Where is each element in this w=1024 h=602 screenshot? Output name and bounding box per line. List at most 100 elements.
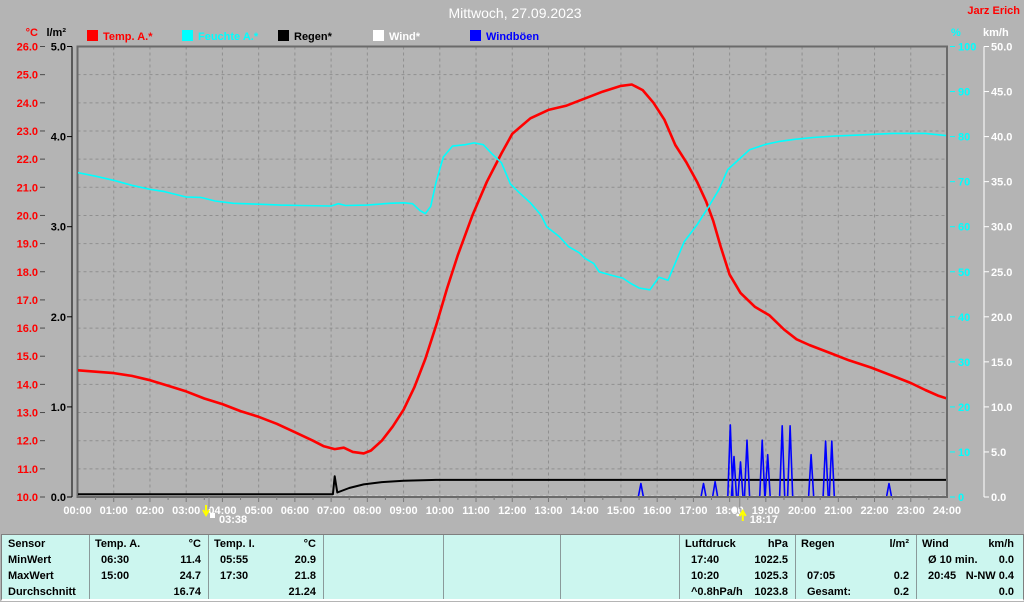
temp-tick-label: 25.0 (17, 70, 38, 82)
table-cell-value: 21.24 (288, 586, 316, 598)
table-cell-value: N-NW 0.4 (965, 570, 1014, 582)
x-tick-label: 08:00 (353, 505, 381, 517)
table-row-label: MinWert (8, 554, 52, 566)
legend-swatch-1 (87, 30, 98, 41)
temp-tick-label: 24.0 (17, 98, 38, 110)
table-cell-value: 1022.5 (754, 554, 788, 566)
series-layer (78, 83, 946, 496)
table-row-label: MaxWert (8, 570, 54, 582)
rain-tick-label: 3.0 (51, 222, 66, 234)
wind-gust-spike (786, 424, 794, 496)
x-tick-label: 21:00 (824, 505, 852, 517)
table-column-divider (795, 535, 796, 599)
rain-tick-label: 4.0 (51, 132, 66, 144)
wind-gust-spike (727, 424, 734, 496)
moon-icon (731, 507, 737, 513)
rain-unit-label: l/m² (46, 27, 66, 39)
statistics-table: Sensor MinWert MaxWert Durchschnitt Temp. A.… (1, 534, 1024, 601)
page-title: Mittwoch, 27.09.2023 (448, 5, 581, 21)
wind-gust-spike (822, 440, 829, 496)
wind-gust-spike (764, 453, 771, 496)
temp-tick-label: 16.0 (17, 323, 38, 335)
axes-layer: 26.0 25.0 24.0 23.0 22.0 21.0 20.0 19.0 18.0 17.0… (17, 27, 1013, 504)
table-cell-value: 11.4 (180, 554, 201, 566)
wind-tick-label: 45.0 (991, 87, 1012, 99)
x-tick-label: 15:00 (607, 505, 635, 517)
legend-swatch-4 (373, 30, 384, 41)
table-column-divider (89, 535, 90, 599)
x-tick-label: 17:00 (679, 505, 707, 517)
table-cell-time: Ø 10 min. (928, 554, 978, 566)
table-cell-time: ^0.8hPa/h (691, 586, 743, 598)
table-cell-time: 15:00 (101, 570, 130, 582)
temp-tick-label: 21.0 (17, 182, 38, 194)
wind-tick-label: 10.0 (991, 402, 1012, 414)
table-column-header: Temp. A. (95, 538, 141, 550)
temp-tick-label: 23.0 (17, 126, 38, 138)
table-cell-time: 20:45 (928, 570, 957, 582)
table-cell-value: 21.8 (294, 570, 316, 582)
table-column-unit: °C (188, 538, 201, 550)
humidity-tick-label: 40 (958, 312, 970, 324)
table-cell-time: 07:05 (807, 570, 836, 582)
wind-gust-spike (711, 480, 719, 496)
temp-tick-label: 18.0 (17, 267, 38, 279)
humidity-tick-label: 60 (958, 222, 970, 234)
table-cell-value: 20.9 (294, 554, 316, 566)
wind-gust-spike (758, 439, 766, 496)
legend-swatch-3 (278, 30, 289, 41)
temp-tick-label: 13.0 (17, 408, 38, 420)
table-column-unit: °C (303, 538, 316, 550)
table-column-divider (443, 535, 444, 599)
wind-gust-spike (737, 461, 744, 496)
table-cell-value: 0.0 (998, 554, 1014, 566)
table-cell-time: 10:20 (691, 570, 720, 582)
x-tick-label: 05:00 (245, 505, 273, 517)
x-tick-label: 22:00 (860, 505, 888, 517)
series-regen-line (78, 475, 946, 496)
moon-icon (210, 513, 216, 518)
rain-tick-label: 0.0 (51, 492, 66, 504)
legend-label: Windböen (486, 31, 539, 43)
table-column-header: Regen (801, 538, 835, 550)
temp-tick-label: 19.0 (17, 239, 38, 251)
weather-day-chart: 26.0 25.0 24.0 23.0 22.0 21.0 20.0 19.0 18.0 17.0… (17, 5, 1021, 526)
table-cell-value: 1023.8 (754, 586, 788, 598)
legend-label: Temp. A.* (103, 31, 153, 43)
temp-unit-label: °C (26, 27, 38, 39)
legend-swatch-5 (470, 30, 481, 41)
x-tick-label: 00:00 (63, 505, 91, 517)
wind-gust-spike (807, 453, 815, 496)
table-column-unit: l/m² (889, 538, 909, 550)
wind-tick-label: 0.0 (991, 492, 1006, 504)
temp-tick-label: 15.0 (17, 351, 38, 363)
x-tick-label: 12:00 (498, 505, 526, 517)
humidity-tick-label: 90 (958, 87, 970, 99)
humidity-tick-label: 30 (958, 357, 970, 369)
table-cell-value: 0.2 (893, 570, 909, 582)
x-tick-label: 11:00 (462, 505, 490, 517)
humidity-tick-label: 20 (958, 402, 970, 414)
table-cell-time: 17:40 (691, 554, 720, 566)
x-tick-label: 02:00 (136, 505, 164, 517)
x-tick-label: 06:00 (281, 505, 309, 517)
wind-tick-label: 50.0 (991, 42, 1012, 54)
wind-tick-label: 20.0 (991, 312, 1012, 324)
x-tick-label: 18:00 (716, 505, 744, 517)
wind-gust-spike (743, 439, 751, 496)
wind-tick-label: 35.0 (991, 177, 1012, 189)
table-column-divider (323, 535, 324, 599)
wind-tick-label: 40.0 (991, 132, 1012, 144)
wind-tick-label: 30.0 (991, 222, 1012, 234)
table-row-label: Sensor (8, 538, 46, 550)
table-cell-value: 0.2 (893, 586, 909, 598)
wind-gust-spike (828, 440, 836, 496)
wind-tick-label: 25.0 (991, 267, 1012, 279)
temp-tick-label: 12.0 (17, 436, 38, 448)
table-column-unit: km/h (988, 538, 1014, 550)
table-cell-value: 16.74 (173, 586, 201, 598)
table-column-header: Luftdruck (685, 538, 736, 550)
table-cell-time: 05:55 (220, 554, 249, 566)
wind-gust-spike (885, 482, 893, 496)
